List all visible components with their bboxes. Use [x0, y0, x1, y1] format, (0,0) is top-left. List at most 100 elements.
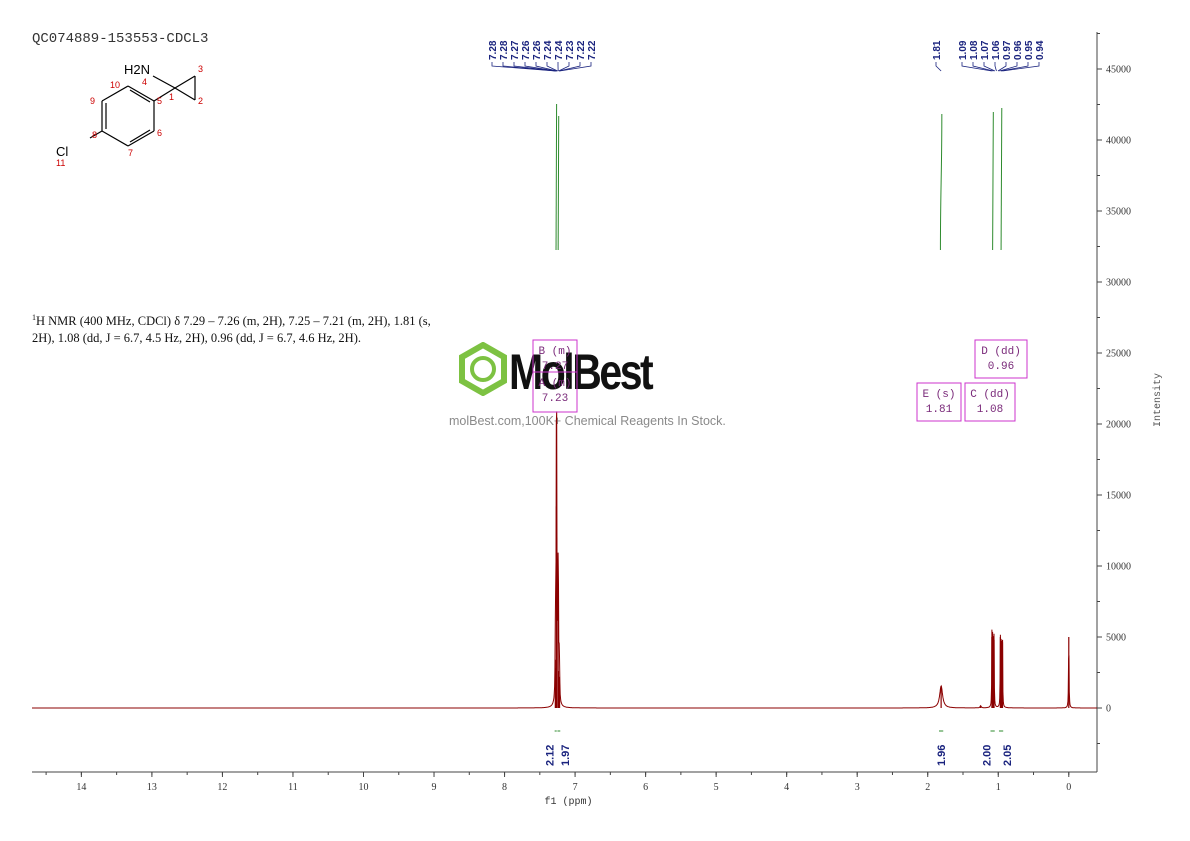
atom-number: 10: [110, 80, 120, 90]
y-tick-label: 10000: [1106, 562, 1131, 573]
peak-label: 7.26: [521, 40, 532, 60]
integral-value: 2.12: [545, 745, 557, 766]
atom-number: 9: [90, 96, 95, 106]
y-axis-label: Intensity: [1152, 373, 1164, 427]
peak-label: 7.28: [499, 40, 510, 60]
integral-curve: [557, 115, 560, 251]
x-tick-label: 7: [573, 782, 578, 793]
peak-label-leader: [999, 62, 1018, 72]
atom-number: 3: [198, 64, 203, 74]
multiplet-box: [964, 382, 1016, 422]
y-tick-label: 5000: [1106, 633, 1126, 644]
peak-label-leader: [559, 62, 592, 72]
x-tick-label: 2: [925, 782, 930, 793]
peak-label-leader: [935, 62, 942, 72]
integral-curve: [555, 103, 558, 251]
x-tick-label: 14: [76, 782, 86, 793]
integral-value: 2.05: [1002, 745, 1014, 766]
peak-label: 7.24: [543, 40, 554, 60]
integral-curve: [992, 111, 994, 251]
integral-value: 1.97: [560, 745, 572, 766]
x-tick-label: 11: [288, 782, 298, 793]
peak-label: 0.95: [1024, 40, 1035, 60]
multiplet-label: E (s): [922, 389, 955, 401]
peak-label: 0.97: [1002, 40, 1013, 60]
peak-label-leader: [997, 62, 1007, 72]
peak-label-leader: [1002, 62, 1040, 72]
peak-label: 1.06: [991, 40, 1002, 60]
sample-id: QC074889-153553-CDCL3: [32, 31, 209, 47]
multiplet-label: C (dd): [970, 389, 1010, 401]
peak-label-leader: [1000, 62, 1029, 72]
multiplet-box: [916, 382, 962, 422]
multiplet-shift: 1.08: [977, 404, 1003, 416]
peak-label-leader: [524, 62, 557, 72]
y-tick-label: 20000: [1106, 420, 1131, 431]
peak-label: 0.96: [1013, 40, 1024, 60]
x-tick-label: 12: [217, 782, 227, 793]
y-tick-label: 25000: [1106, 349, 1131, 360]
x-tick-label: 9: [432, 782, 437, 793]
integral-value: 2.00: [982, 745, 994, 766]
integral-value: 1.96: [936, 745, 948, 766]
x-tick-label: 6: [643, 782, 648, 793]
x-tick-label: 8: [502, 782, 507, 793]
x-tick-label: 4: [784, 782, 789, 793]
amine-label: H2N: [124, 62, 150, 77]
peak-label: 7.28: [488, 40, 499, 60]
peak-label: 1.09: [958, 40, 969, 60]
peak-label: 0.94: [1035, 40, 1046, 60]
chloro-label: Cl: [56, 144, 68, 159]
molecule-structure: H2N Cl 1 2 3 4 5 6 7 8 9 10 11: [56, 62, 203, 168]
peak-label: 1.07: [980, 40, 991, 60]
peak-label-leader: [558, 62, 581, 72]
peak-label-leader: [983, 62, 996, 72]
nmr-description: 1H NMR (400 MHz, CDCl) δ 7.29 – 7.26 (m,…: [32, 313, 431, 346]
x-tick-label: 1: [996, 782, 1001, 793]
peak-label-leader: [502, 62, 556, 72]
peak-label: 7.22: [576, 40, 587, 60]
peak-label-leader: [513, 62, 557, 72]
y-tick-label: 0: [1106, 704, 1111, 715]
peak-label: 7.26: [532, 40, 543, 60]
multiplet-box: [532, 371, 578, 413]
peak-label: 7.22: [587, 40, 598, 60]
multiplet-shift: 7.23: [542, 393, 568, 405]
peak-label: 7.24: [554, 40, 565, 60]
atom-number: 8: [92, 130, 97, 140]
y-tick-label: 30000: [1106, 278, 1131, 289]
atom-number: 6: [157, 128, 162, 138]
multiplet-label: B (m): [538, 346, 571, 358]
peak-label: 1.81: [932, 40, 943, 60]
peak-label-leader: [546, 62, 558, 72]
atom-number: 2: [198, 96, 203, 106]
integral-curve: [939, 113, 943, 251]
y-tick-label: 35000: [1106, 207, 1131, 218]
multiplet-shift: 1.81: [926, 404, 953, 416]
y-tick-label: 45000: [1106, 65, 1131, 76]
x-axis-label: f1 (ppm): [544, 796, 592, 808]
nmr-description-text: H NMR (400 MHz, CDCl) δ 7.29 – 7.26 (m, …: [32, 314, 431, 346]
y-tick-label: 15000: [1106, 491, 1131, 502]
atom-number: 1: [169, 92, 174, 102]
peak-label-leader: [994, 62, 997, 72]
atom-number: 11: [56, 158, 65, 168]
peak-label-leader: [972, 62, 994, 72]
multiplet-box: [974, 339, 1028, 379]
peak-label: 1.08: [969, 40, 980, 60]
x-tick-label: 10: [358, 782, 368, 793]
atom-number: 7: [128, 148, 133, 158]
spectrum-line: [32, 411, 1097, 709]
x-tick-label: 5: [714, 782, 719, 793]
y-tick-label: 40000: [1106, 136, 1131, 147]
multiplet-shift: 7.27: [542, 361, 568, 373]
watermark-tagline: molBest.com,100K+ Chemical Reagents In S…: [449, 414, 726, 428]
atom-number: 4: [142, 77, 147, 87]
atom-number: 5: [157, 96, 162, 106]
integral-curve: [1000, 107, 1003, 251]
multiplet-label: A (m): [538, 378, 571, 390]
x-tick-label: 3: [855, 782, 860, 793]
x-tick-label: 13: [147, 782, 157, 793]
peak-label-leader: [961, 62, 992, 72]
